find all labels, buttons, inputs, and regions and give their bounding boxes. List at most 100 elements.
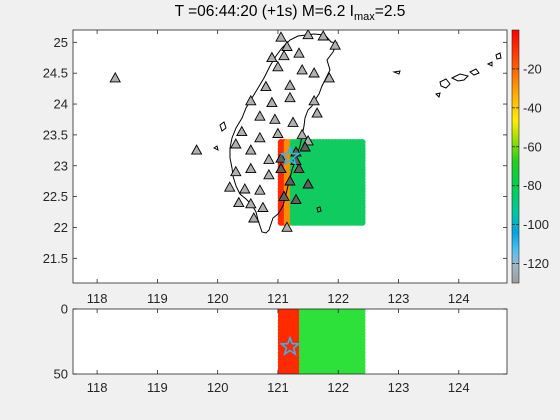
station-marker (284, 91, 296, 103)
station-marker (308, 94, 320, 106)
depth-x-tick-label: 121 (267, 380, 289, 395)
map-y-ticks: 21.5 22 22.5 23 23.5 24 24.5 25 (43, 35, 507, 266)
map-panel: 21.5 22 22.5 23 23.5 24 24.5 25 (43, 29, 508, 284)
station-marker (263, 168, 275, 180)
station-marker (302, 178, 314, 189)
station-marker (266, 96, 278, 108)
map-y-tick-label: 23 (54, 158, 68, 173)
depth-x-tick-label: 123 (388, 380, 410, 395)
station-marker (308, 67, 320, 78)
station-marker (248, 212, 260, 223)
depth-grid-point (359, 368, 366, 374)
depth-x-ticks: 118 118 119 119 120 120 121 121 122 122 123 123 124 1… (87, 30, 470, 395)
station-marker (272, 60, 284, 72)
map-y-tick-label: 25 (54, 35, 68, 50)
map-y-tick-label: 24 (54, 97, 68, 112)
station-marker (296, 128, 308, 140)
chart-title: T =06:44:20 (+1s) M=6.2 Imax=2.5 (175, 3, 406, 23)
map-y-tick-label: 23.5 (43, 127, 68, 142)
station-marker (254, 110, 266, 121)
epicenter-star (279, 335, 301, 356)
station-marker (275, 152, 287, 163)
coastline (213, 33, 502, 234)
epicenter-star-depth (279, 335, 301, 356)
depth-x-tick-label: 122 (327, 380, 349, 395)
epicenter-star-map (279, 145, 301, 166)
station-marker (230, 138, 242, 149)
station-marker (254, 131, 266, 143)
depth-panel: 0 50 118 118 119 119 120 120 121 121 122 122 123 123… (54, 30, 508, 395)
station-marker (281, 221, 293, 232)
station-marker (278, 49, 290, 61)
map-x-tick-label: 123 (388, 291, 410, 306)
depth-y-tick-label: 0 (61, 302, 68, 317)
station-marker (260, 80, 272, 92)
depth-x-tick-label: 124 (448, 380, 470, 395)
map-x-tick-label: 122 (327, 291, 349, 306)
station-marker (239, 183, 251, 194)
station-marker (223, 181, 236, 192)
station-marker (296, 63, 308, 75)
station-marker (275, 31, 287, 42)
station-marker (293, 47, 305, 58)
station-marker (293, 162, 305, 174)
colorbar-tick-label: -60 (523, 139, 542, 154)
station-marker (233, 196, 245, 208)
station-marker (302, 30, 314, 40)
station-marker (266, 51, 278, 63)
station-marker (281, 40, 293, 51)
colorbar-tick-label: -100 (523, 217, 549, 232)
station-marker (272, 127, 284, 138)
depth-grid-points (277, 309, 366, 374)
station-marker (245, 162, 257, 174)
station-marker (329, 39, 341, 50)
station-marker (190, 144, 203, 155)
map-y-tick-label: 21.5 (43, 251, 68, 266)
station-marker (287, 116, 299, 127)
station-marker (230, 165, 242, 177)
map-x-tick-label: 121 (267, 291, 289, 306)
station-marker (254, 184, 266, 195)
station-marker (284, 79, 296, 90)
station-marker (299, 141, 311, 152)
station-marker (317, 30, 329, 41)
depth-axes-frame (72, 308, 508, 375)
colorbar-tick-label: -20 (523, 61, 542, 76)
depth-x-tick-label: 118 (87, 380, 108, 395)
station-marker (275, 162, 287, 174)
map-grid-point (359, 139, 366, 146)
map-x-tick-label: 124 (448, 291, 470, 306)
station-marker (109, 71, 121, 83)
depth-x-tick-label: 120 (207, 380, 229, 395)
colorbar-tick-label: -80 (523, 178, 542, 193)
station-marker (284, 175, 296, 186)
map-x-tick-label: 120 (207, 291, 229, 306)
colorbar: -20 -40 -60 -80 -100 -120 (511, 29, 549, 284)
station-marker (236, 125, 248, 137)
colorbar-tick-label: -120 (523, 256, 549, 271)
map-x-tick-label: 118 (87, 291, 108, 306)
station-marker (257, 201, 269, 212)
map-y-tick-label: 24.5 (43, 66, 68, 81)
epicenter-star (279, 145, 301, 166)
depth-x-tick-label: 119 (147, 380, 168, 395)
station-marker (245, 197, 257, 209)
station-marker (245, 144, 257, 155)
map-x-tick-label: 119 (147, 291, 168, 306)
station-marker (323, 71, 335, 83)
depth-y-tick-label: 50 (54, 367, 68, 382)
station-marker (245, 94, 257, 106)
colorbar-tick-label: -40 (523, 100, 542, 115)
depth-y-ticks: 0 50 (54, 302, 507, 382)
map-axes-frame (72, 29, 508, 284)
station-marker (278, 190, 290, 201)
map-y-tick-label: 22 (54, 220, 68, 235)
station-marker (290, 193, 302, 204)
colorbar-ticks: -20 -40 -60 -80 -100 -120 (512, 61, 549, 271)
station-marker (311, 107, 323, 118)
station-marker (263, 153, 275, 164)
map-y-tick-label: 22.5 (43, 189, 68, 204)
station-marker (269, 113, 281, 124)
colorbar-ramp (511, 29, 520, 284)
